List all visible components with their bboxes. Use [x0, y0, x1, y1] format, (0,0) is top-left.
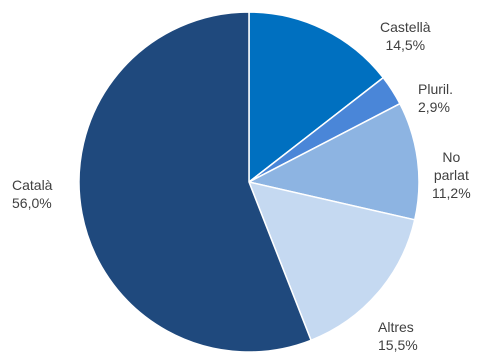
label-altres: Altres 15,5%	[378, 319, 418, 353]
pie-slice-no-parlat	[248, 102, 420, 221]
pie-slice-altres	[248, 181, 416, 342]
label-catala: Català 56,0%	[12, 177, 53, 211]
pie-slice-català	[78, 11, 312, 353]
label-no-parlat: No parlat 11,2%	[432, 149, 471, 201]
label-castella: Castellà 14,5%	[380, 19, 431, 53]
label-pluril: Pluril. 2,9%	[418, 81, 454, 115]
pie-slice-castellà	[248, 11, 384, 183]
